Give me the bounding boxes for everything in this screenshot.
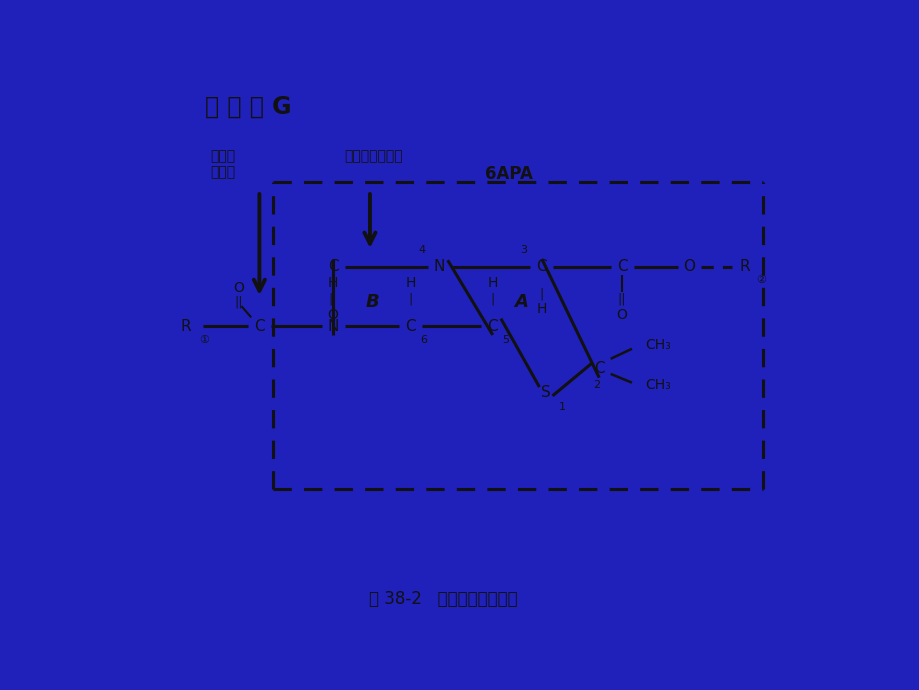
Text: 图 38-2   青霖素的基本结构: 图 38-2 青霖素的基本结构 — [369, 591, 517, 609]
Text: |: | — [331, 292, 335, 305]
Text: 作用点: 作用点 — [210, 166, 235, 179]
Text: H: H — [405, 277, 415, 290]
Text: N: N — [434, 259, 445, 274]
Text: O: O — [233, 282, 244, 295]
Text: C: C — [594, 362, 604, 376]
Text: ①: ① — [199, 335, 210, 345]
Text: H: H — [327, 277, 338, 290]
Text: C: C — [327, 259, 338, 274]
Text: O: O — [327, 308, 338, 322]
Text: 酰胺酶: 酰胺酶 — [210, 150, 235, 164]
Text: O: O — [616, 308, 627, 322]
Text: S: S — [540, 384, 550, 400]
Text: B: B — [365, 293, 379, 311]
Text: |: | — [490, 292, 494, 305]
Text: C: C — [405, 319, 415, 334]
Text: ||: || — [618, 293, 626, 306]
Text: O: O — [683, 259, 695, 274]
Text: 1: 1 — [558, 402, 565, 412]
Text: ||: || — [328, 293, 337, 306]
Text: |: | — [408, 292, 413, 305]
Text: A: A — [514, 293, 528, 311]
Text: 5: 5 — [502, 335, 509, 345]
Text: 青 霖 素 G: 青 霖 素 G — [204, 95, 290, 119]
Text: R: R — [739, 259, 749, 274]
Text: 6: 6 — [420, 335, 427, 345]
Text: 6APA: 6APA — [484, 165, 532, 184]
Text: 3: 3 — [520, 245, 527, 255]
Text: CH₃: CH₃ — [644, 338, 670, 352]
Text: H: H — [487, 277, 497, 290]
Text: 2: 2 — [593, 380, 600, 390]
Text: 青霖素酶作用点: 青霖素酶作用点 — [345, 150, 403, 164]
Text: N: N — [327, 319, 338, 334]
Text: CH₃: CH₃ — [644, 377, 670, 391]
Text: C: C — [254, 319, 265, 334]
Text: C: C — [536, 259, 547, 274]
Text: R: R — [180, 319, 191, 334]
Text: 4: 4 — [417, 245, 425, 255]
Text: |: | — [539, 288, 543, 301]
Text: C: C — [616, 259, 627, 274]
Text: C: C — [487, 319, 497, 334]
Text: ||: || — [234, 296, 243, 309]
Text: ②: ② — [755, 275, 766, 286]
Text: H: H — [536, 302, 547, 316]
